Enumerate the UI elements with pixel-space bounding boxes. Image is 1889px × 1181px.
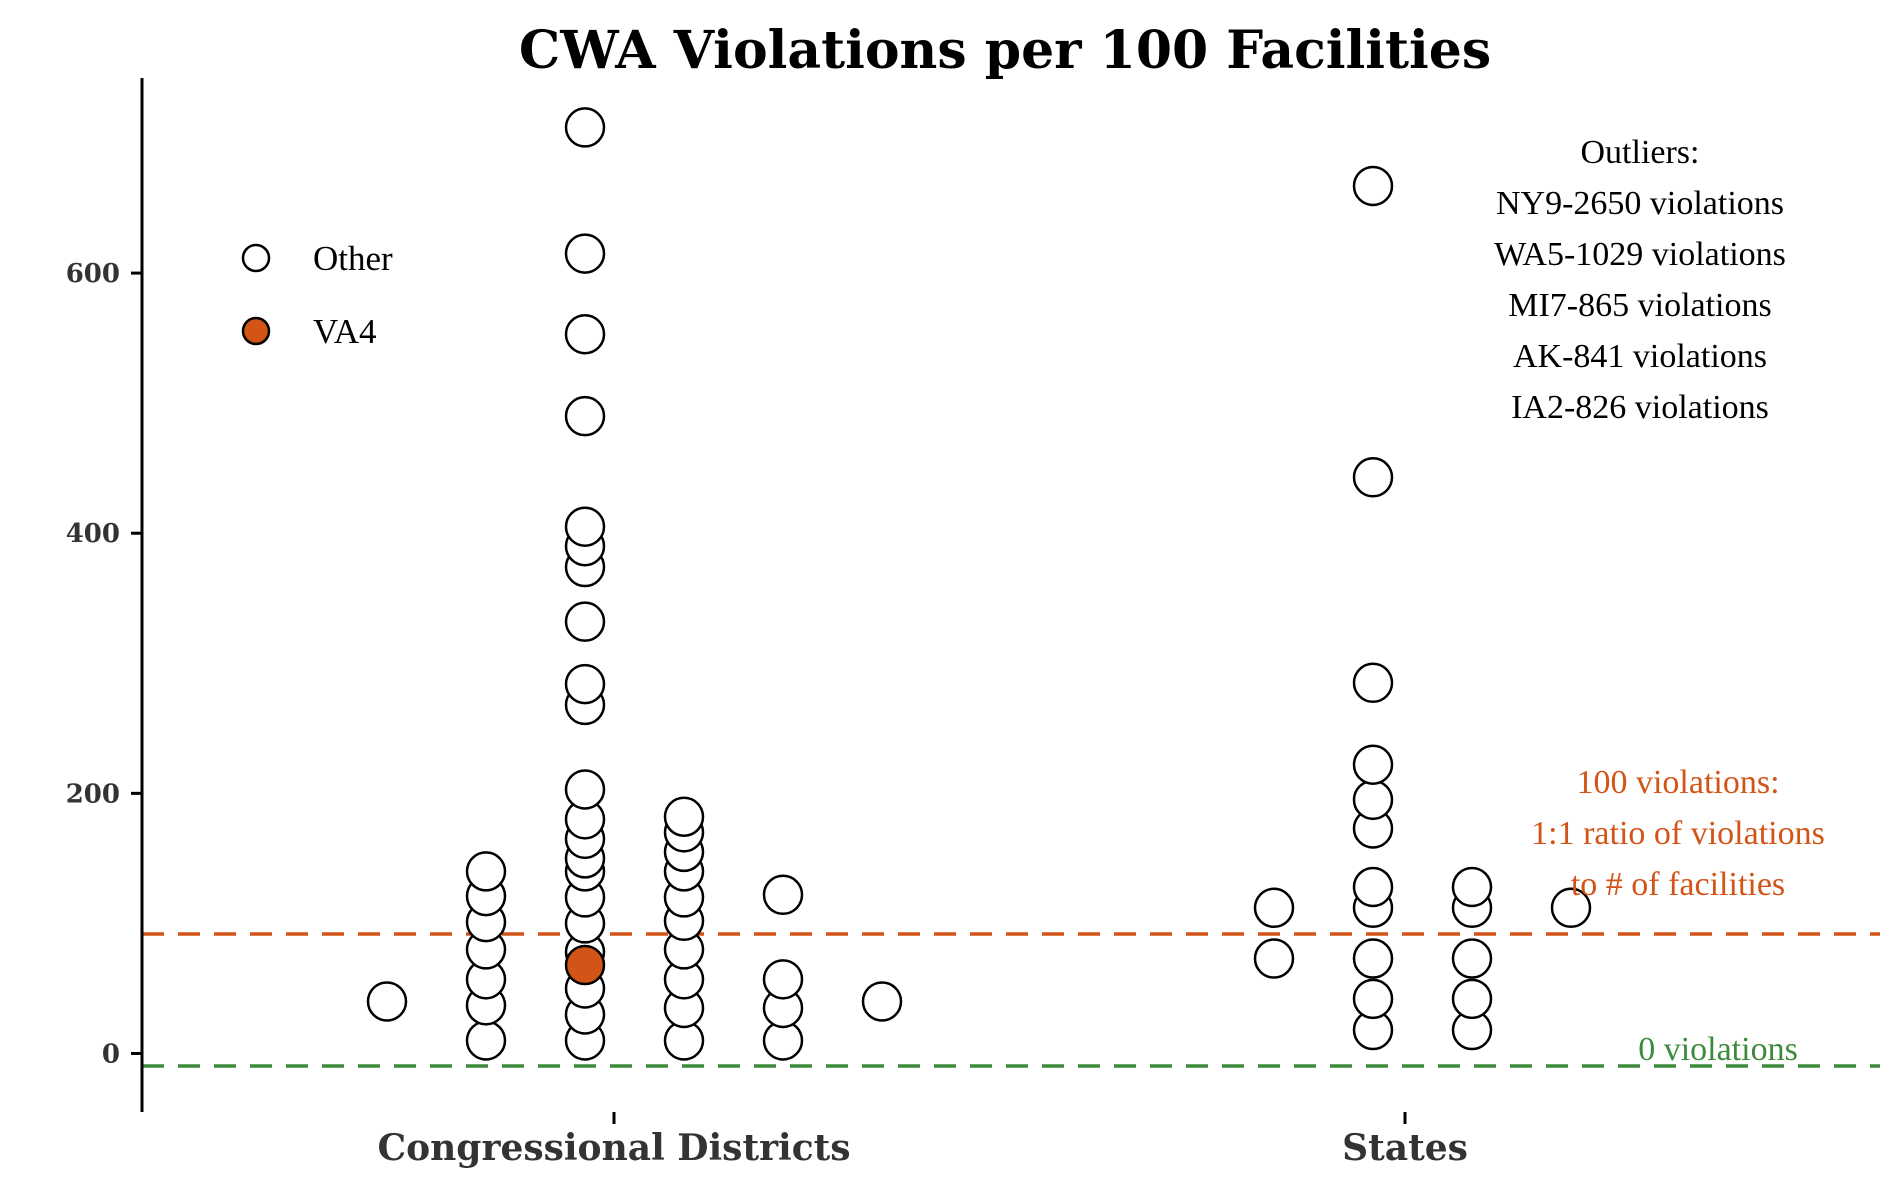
data-point xyxy=(564,601,606,642)
y-tick-label: 400 xyxy=(66,519,120,549)
legend-marker-va4 xyxy=(241,316,271,346)
reference-label-100-line: to # of facilities xyxy=(1571,866,1785,903)
x-category-label: Congressional Districts xyxy=(377,1127,850,1169)
reference-label-100-line: 1:1 ratio of violations xyxy=(1531,815,1825,852)
data-point xyxy=(1451,938,1493,979)
data-point xyxy=(564,395,606,437)
data-point xyxy=(1253,887,1295,929)
legend: Other VA4 xyxy=(241,239,393,351)
legend-label-other: Other xyxy=(313,239,393,278)
data-point xyxy=(1352,938,1394,979)
reference-lines xyxy=(142,932,1880,1068)
data-point xyxy=(762,959,804,1000)
outlier-line: AK-841 violations xyxy=(1513,338,1767,375)
data-point xyxy=(1352,978,1394,1020)
data-point xyxy=(663,796,705,838)
reference-line-labels: 100 violations: 1:1 ratio of violations … xyxy=(1531,764,1825,1068)
data-point xyxy=(564,769,606,810)
y-tick-label: 600 xyxy=(66,259,120,289)
data-point-va4 xyxy=(564,944,606,986)
reference-label-100-line: 100 violations: xyxy=(1576,764,1779,801)
data-point xyxy=(1550,887,1592,929)
x-axis-categories: Congressional Districts States xyxy=(377,1112,1468,1169)
y-tick-label: 0 xyxy=(102,1039,120,1069)
outlier-line: MI7-865 violations xyxy=(1508,287,1771,324)
y-axis: 0 200 400 600 xyxy=(66,78,144,1112)
outlier-line: WA5-1029 violations xyxy=(1494,236,1786,273)
outliers-heading: Outliers: xyxy=(1581,134,1700,171)
y-ticks: 0 200 400 600 xyxy=(66,259,142,1069)
data-point xyxy=(564,233,606,274)
data-point xyxy=(1253,938,1295,979)
data-point xyxy=(465,851,507,892)
data-point xyxy=(762,874,804,916)
legend-label-va4: VA4 xyxy=(313,312,377,351)
data-point xyxy=(861,981,903,1022)
reference-label-0: 0 violations xyxy=(1638,1031,1798,1068)
data-point xyxy=(366,981,408,1022)
outlier-line: NY9-2650 violations xyxy=(1496,185,1784,222)
legend-marker-other xyxy=(241,243,271,273)
outliers-annotation: Outliers: NY9-2650 violations WA5-1029 v… xyxy=(1494,134,1786,426)
y-tick-label: 200 xyxy=(66,779,120,809)
data-point xyxy=(1451,978,1493,1020)
data-point xyxy=(564,107,606,148)
data-point xyxy=(1352,744,1394,785)
data-points xyxy=(366,107,1592,1061)
x-category-label: States xyxy=(1342,1127,1468,1169)
data-point xyxy=(465,1020,507,1061)
data-point xyxy=(1451,866,1493,908)
data-point xyxy=(1352,662,1394,704)
data-point xyxy=(1352,165,1394,207)
outlier-line: IA2-826 violations xyxy=(1511,389,1769,426)
data-point xyxy=(564,313,606,355)
chart-title: CWA Violations per 100 Facilities xyxy=(519,20,1491,81)
data-point xyxy=(564,506,606,547)
data-point xyxy=(564,663,606,705)
data-point xyxy=(1352,866,1394,908)
data-point xyxy=(1352,779,1394,821)
data-point xyxy=(1352,457,1394,498)
